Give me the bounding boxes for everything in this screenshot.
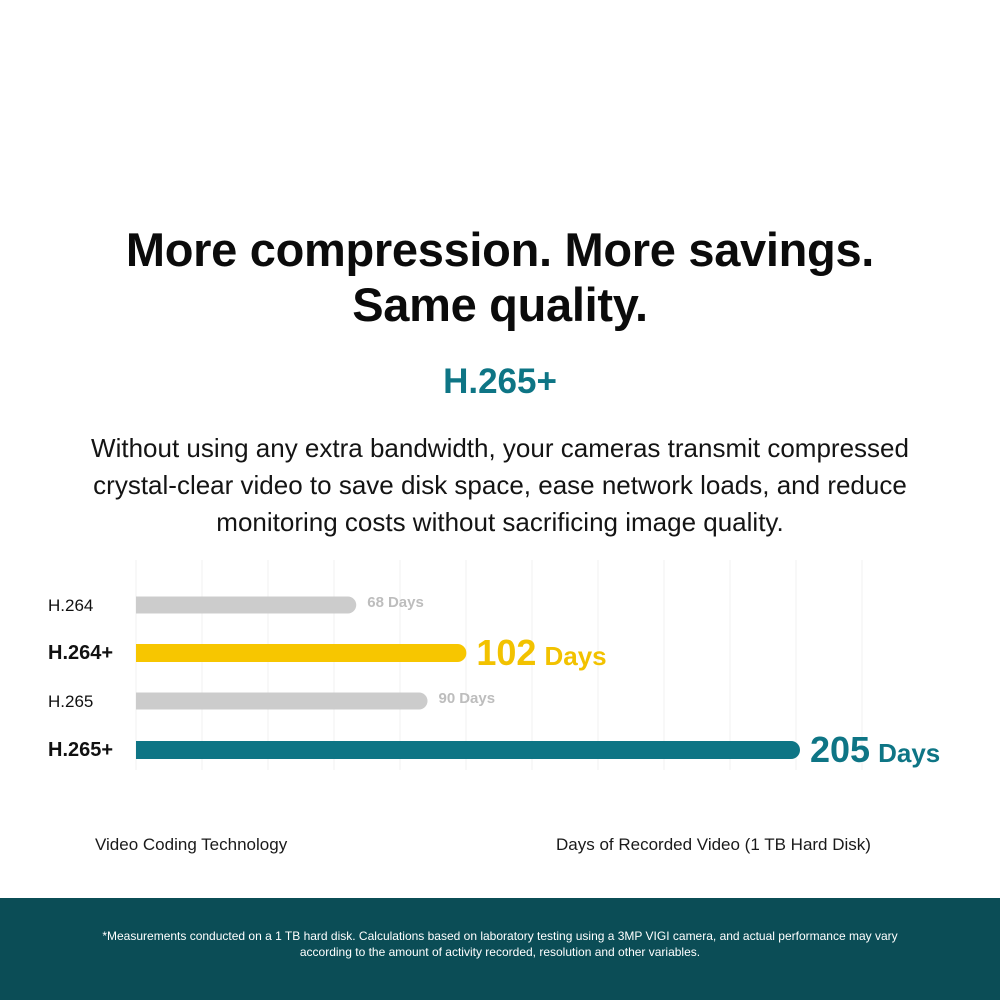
value-label-h-265: 205 Days [810,729,940,770]
footer-disclaimer: *Measurements conducted on a 1 TB hard d… [60,928,940,960]
bar-h-265 [136,741,800,759]
description: Without using any extra bandwidth, your … [40,430,960,541]
footer-line-2: according to the amount of activity reco… [299,945,701,959]
category-label-h-265: H.265+ [48,739,113,761]
value-label-h-264: 102 Days [476,632,606,673]
codec-subtitle: H.265+ [443,362,557,401]
bar-h-264 [136,596,357,614]
category-label-h-265: H.265 [48,692,93,711]
y-axis-label: Days of Recorded Video (1 TB Hard Disk) [556,835,871,854]
bar-h-265 [136,692,428,710]
footer: *Measurements conducted on a 1 TB hard d… [0,898,1000,1000]
x-axis-label: Video Coding Technology [95,835,288,854]
bar-h-264 [136,644,467,662]
headline-line-1: More compression. More savings. [125,223,875,276]
description-line-2: crystal-clear video to save disk space, … [93,470,907,500]
category-label-h-264: H.264+ [48,642,113,664]
headline-line-2: Same quality. [352,278,648,331]
recording-days-chart: H.264 68 Days H.264+ 102 Days H.265 90 Days H.265… [48,560,940,770]
value-label-h-265: 90 Days [439,690,496,707]
category-label-h-264: H.264 [48,596,93,615]
description-line-3: monitoring costs without sacrificing ima… [216,507,784,537]
value-label-h-264: 68 Days [367,594,424,611]
headline: More compression. More savings. Same qua… [0,222,1000,332]
description-line-1: Without using any extra bandwidth, your … [91,433,909,463]
footer-line-1: *Measurements conducted on a 1 TB hard d… [102,929,898,943]
